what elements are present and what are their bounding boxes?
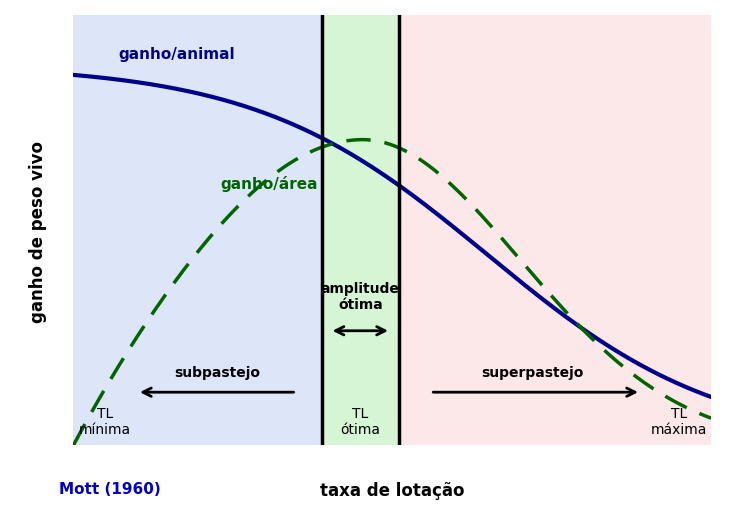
- Bar: [322, 15, 399, 445]
- Text: subpastejo: subpastejo: [174, 366, 259, 380]
- Bar: [399, 15, 711, 445]
- Text: TL
ótima: TL ótima: [340, 407, 380, 437]
- Text: taxa de lotação: taxa de lotação: [320, 482, 465, 500]
- Text: ganho/animal: ganho/animal: [118, 47, 235, 62]
- Text: Mott (1960): Mott (1960): [59, 482, 161, 497]
- Text: TL
máxima: TL máxima: [651, 407, 707, 437]
- Text: ganho de peso vivo: ganho de peso vivo: [29, 141, 47, 324]
- Text: amplitude
ótima: amplitude ótima: [321, 282, 399, 312]
- Bar: [73, 15, 322, 445]
- Text: superpastejo: superpastejo: [482, 366, 583, 380]
- Text: ganho/área: ganho/área: [220, 176, 317, 191]
- Text: TL
mínima: TL mínima: [79, 407, 131, 437]
